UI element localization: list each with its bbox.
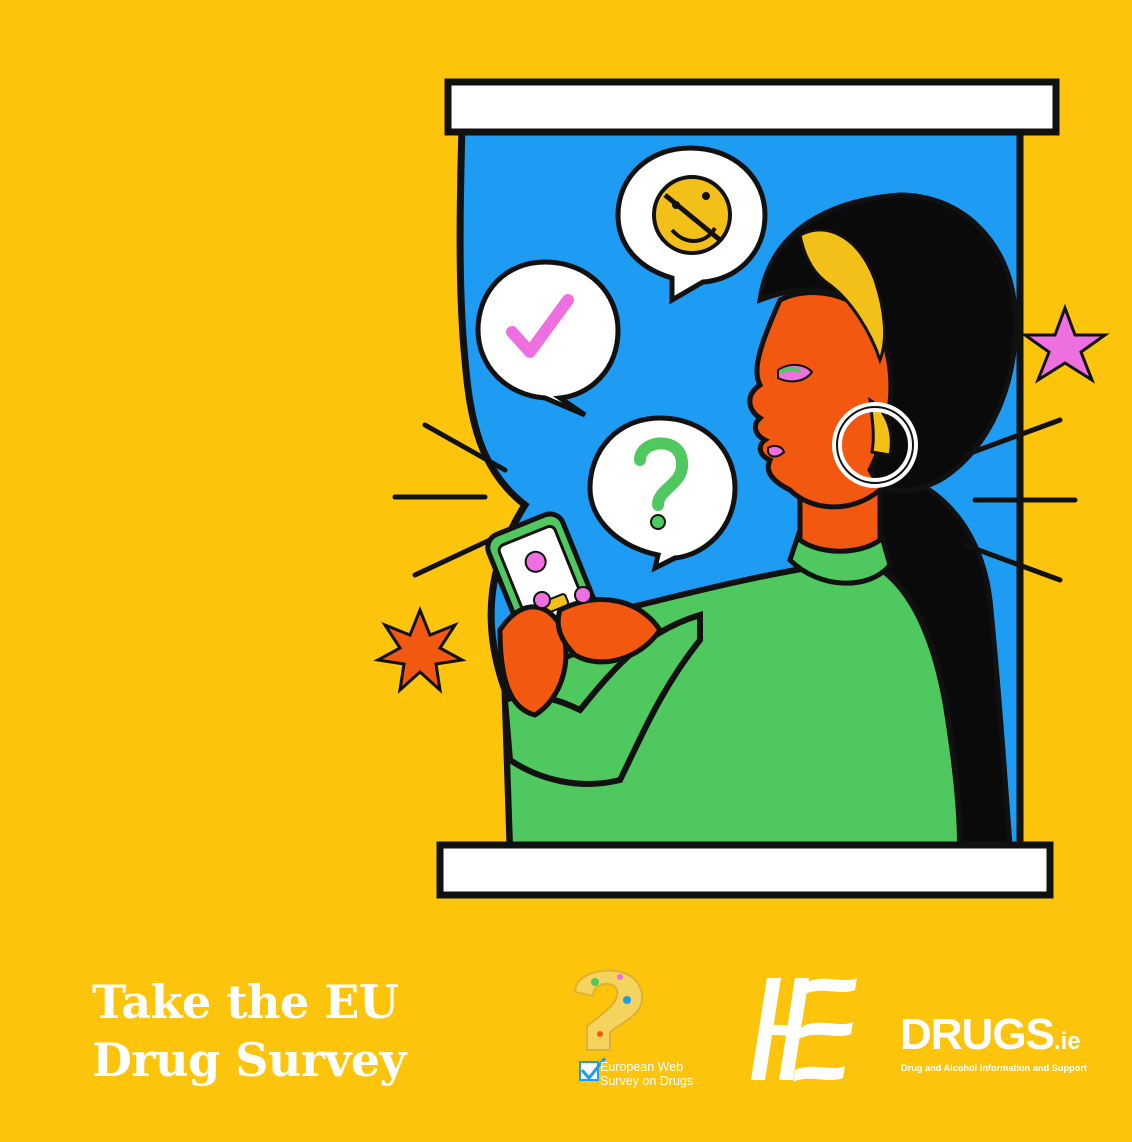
pink-star-icon bbox=[1020, 303, 1110, 384]
action-lines-left bbox=[392, 422, 508, 578]
drugs-logo-name: DRUGS bbox=[900, 1010, 1055, 1059]
headline: Take the EU Drug Survey bbox=[92, 973, 406, 1089]
window-bar-top bbox=[444, 78, 1060, 136]
bubble-emoji bbox=[615, 145, 768, 305]
bubble-checkmark bbox=[475, 259, 621, 418]
checkmark-icon bbox=[506, 294, 574, 358]
ewsd-line-2: Survey on Drugs bbox=[600, 1074, 694, 1088]
sleeve bbox=[501, 610, 703, 787]
drugs-tagline: Drug and Alcohol Information and Support bbox=[901, 1063, 1087, 1073]
orange-burst-icon bbox=[373, 605, 467, 694]
window-bar-bottom bbox=[436, 841, 1054, 899]
hse-logo-icon bbox=[751, 978, 857, 1082]
headline-line-2: Drug Survey bbox=[92, 1033, 406, 1087]
drugs-logo-tld: .ie bbox=[1053, 1028, 1081, 1055]
drugs-logo: DRUGS.ie bbox=[900, 1010, 1081, 1060]
bubble-question bbox=[587, 415, 738, 573]
ewsd-line-1: European Web bbox=[600, 1060, 684, 1074]
action-lines-right bbox=[962, 417, 1078, 583]
ewsd-logo-text: European Web Survey on Drugs bbox=[600, 1060, 693, 1088]
headline-line-1: Take the EU bbox=[92, 975, 399, 1029]
ewsd-logo-icon bbox=[573, 969, 644, 1081]
question-mark-icon bbox=[634, 437, 689, 511]
